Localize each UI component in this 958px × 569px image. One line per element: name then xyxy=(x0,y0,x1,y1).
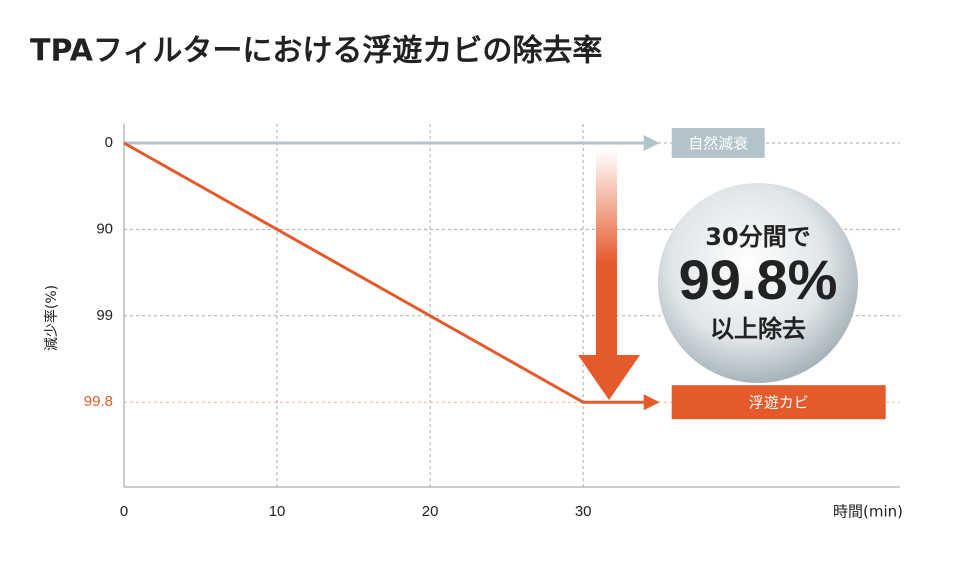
annotation: 30分間で xyxy=(705,223,810,251)
highlight-circle xyxy=(658,183,858,383)
line-arrowhead xyxy=(643,135,660,151)
legend-label: 浮遊カビ xyxy=(749,394,809,412)
x-tick-label: 30 xyxy=(575,503,592,520)
y-axis-label: 減少率(%) xyxy=(43,285,60,351)
down-arrow xyxy=(578,150,640,400)
y-tick-label: 90 xyxy=(96,220,113,237)
line-arrowhead xyxy=(643,394,660,411)
x-tick-label: 0 xyxy=(120,503,128,520)
x-axis-label: 時間(min) xyxy=(833,503,903,521)
x-tick-label: 20 xyxy=(422,503,439,520)
annotation: 以上除去 xyxy=(710,315,806,343)
x-tick-label: 10 xyxy=(269,503,286,520)
legend-label: 自然減衰 xyxy=(688,135,748,153)
annotation: 99.8% xyxy=(679,248,838,311)
series-label-box xyxy=(671,385,886,420)
chart-title: TPAフィルターにおける浮遊カビの除去率 xyxy=(30,34,602,69)
series-line xyxy=(123,141,646,404)
y-tick-label: 99 xyxy=(96,307,113,324)
series-label-box xyxy=(671,128,765,158)
arrow-shaft xyxy=(596,150,617,356)
y-tick-label: 99.8 xyxy=(84,393,113,410)
arrow-head xyxy=(578,355,640,400)
y-tick-label: 0 xyxy=(105,134,113,151)
